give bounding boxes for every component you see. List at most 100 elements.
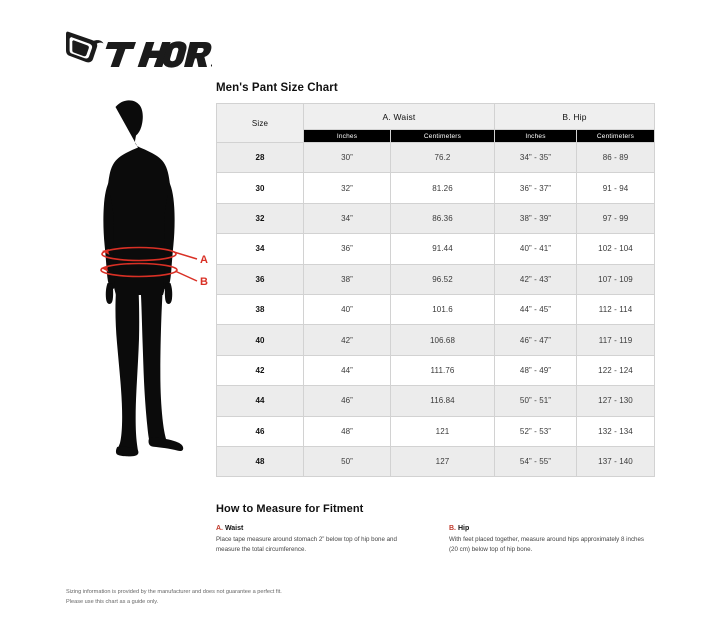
cell-waist_in: 30”	[303, 141, 391, 174]
cell-size: 28	[216, 141, 304, 174]
howto-waist-body: Place tape measure around stomach 2” bel…	[216, 536, 397, 553]
disclaimer-line-2: Please use this chart as a guide only.	[66, 598, 159, 605]
callout-arrowheads	[101, 249, 110, 272]
cell-waist_in: 44”	[303, 354, 391, 387]
cell-hip_cm: 122 - 124	[575, 354, 656, 387]
cell-waist_in: 38”	[303, 263, 391, 295]
table-body: 28 30” 76.2 34” - 35” 86 - 89 30 32” 81.26 36” -…	[216, 141, 656, 478]
cell-hip_cm: 97 - 99	[575, 202, 656, 235]
header-waist-inches: Inches	[303, 129, 391, 143]
howto-waist-heading: A. Waist	[216, 525, 421, 532]
header-group-waist: A. Waist	[303, 103, 495, 130]
howto-hip-body: With feet placed together, measure aroun…	[449, 536, 645, 553]
cell-hip_in: 34” - 35”	[494, 141, 577, 174]
howto-waist-mark: A.	[216, 525, 223, 532]
table-row: 34 36” 91.44 40” - 41” 102 - 104	[216, 233, 656, 265]
cell-hip_in: 36” - 37”	[494, 172, 577, 204]
male-silhouette-icon	[103, 100, 184, 457]
header-group-row: Size A. Waist B. Hip	[216, 103, 656, 143]
cell-hip_in: 48” - 49”	[494, 354, 577, 387]
howto-item-waist: A. Waist Place tape measure around stoma…	[216, 525, 421, 554]
thor-logo	[62, 28, 214, 76]
cell-size: 32	[216, 202, 304, 235]
how-to-measure-title: How to Measure for Fitment	[216, 503, 364, 515]
howto-hip-heading: B. Hip	[449, 525, 654, 532]
cell-waist_in: 48”	[303, 415, 391, 447]
thor-helmet-logo-icon	[66, 31, 214, 68]
cell-size: 36	[216, 263, 304, 295]
how-to-measure-section: How to Measure for Fitment A. Waist Plac…	[216, 503, 654, 554]
cell-waist_in: 32”	[303, 172, 391, 204]
size-chart-section: Men's Pant Size Chart Size A. Waist B. H…	[216, 82, 656, 478]
cell-hip_in: 44” - 45”	[494, 293, 577, 326]
header-hip-centimeters: Centimeters	[575, 129, 656, 143]
cell-hip_cm: 102 - 104	[575, 233, 656, 265]
hip-callout-b	[100, 262, 178, 278]
cell-hip_in: 54” - 55”	[494, 445, 577, 478]
table-row: 44 46” 116.84 50” - 51” 127 - 130	[216, 385, 656, 417]
cell-waist_cm: 91.44	[390, 233, 495, 265]
cell-hip_in: 46” - 47”	[494, 324, 577, 356]
header-waist-centimeters: Centimeters	[390, 129, 495, 143]
cell-waist_in: 50”	[303, 445, 391, 478]
table-row: 48 50” 127 54” - 55” 137 - 140	[216, 445, 656, 478]
cell-waist_cm: 76.2	[390, 141, 495, 174]
cell-hip_cm: 132 - 134	[575, 415, 656, 447]
cell-waist_in: 46”	[303, 385, 391, 417]
cell-waist_cm: 106.68	[390, 324, 495, 356]
cell-hip_cm: 127 - 130	[575, 385, 656, 417]
disclaimer: Sizing information is provided by the ma…	[66, 588, 282, 607]
cell-waist_cm: 116.84	[390, 385, 495, 417]
cell-hip_in: 38” - 39”	[494, 202, 577, 235]
table-row: 36 38” 96.52 42” - 43” 107 - 109	[216, 263, 656, 295]
callout-label-b: B	[200, 276, 208, 288]
callout-leader-lines	[173, 251, 198, 282]
cell-hip_in: 42” - 43”	[494, 263, 577, 295]
cell-size: 34	[216, 233, 304, 265]
cell-hip_cm: 107 - 109	[575, 263, 656, 295]
cell-waist_in: 36”	[303, 233, 391, 265]
cell-waist_cm: 127	[390, 445, 495, 478]
body-silhouette-figure: A B	[60, 95, 220, 485]
header-size: Size	[216, 103, 304, 143]
table-row: 32 34” 86.36 38” - 39” 97 - 99	[216, 202, 656, 235]
cell-size: 38	[216, 293, 304, 326]
cell-hip_in: 40” - 41”	[494, 233, 577, 265]
waist-callout-a	[101, 246, 177, 262]
cell-size: 46	[216, 415, 304, 447]
howto-hip-name: Hip	[456, 525, 470, 532]
table-row: 30 32” 81.26 36” - 37” 91 - 94	[216, 172, 656, 204]
size-chart-table: Size A. Waist B. Hip Inches Centimeters …	[216, 103, 656, 478]
table-header: Size A. Waist B. Hip Inches Centimeters …	[216, 103, 656, 143]
cell-hip_cm: 137 - 140	[575, 445, 656, 478]
cell-waist_cm: 81.26	[390, 172, 495, 204]
cell-waist_cm: 86.36	[390, 202, 495, 235]
cell-size: 48	[216, 445, 304, 478]
cell-hip_cm: 117 - 119	[575, 324, 656, 356]
cell-hip_cm: 91 - 94	[575, 172, 656, 204]
table-row: 46 48” 121 52” - 53” 132 - 134	[216, 415, 656, 447]
cell-size: 30	[216, 172, 304, 204]
cell-hip_in: 52” - 53”	[494, 415, 577, 447]
callout-label-a: A	[200, 254, 208, 266]
table-row: 42 44” 111.76 48” - 49” 122 - 124	[216, 354, 656, 387]
header-group-hip: B. Hip	[493, 103, 656, 130]
cell-waist_cm: 111.76	[390, 354, 495, 387]
cell-size: 42	[216, 354, 304, 387]
cell-hip_cm: 86 - 89	[575, 141, 656, 174]
howto-hip-mark: B.	[449, 525, 456, 532]
howto-item-hip: B. Hip With feet placed together, measur…	[449, 525, 654, 554]
cell-waist_in: 42”	[303, 324, 391, 356]
cell-waist_in: 34”	[303, 202, 391, 235]
cell-waist_in: 40”	[303, 293, 391, 326]
page-title: Men's Pant Size Chart	[216, 82, 338, 94]
disclaimer-line-1: Sizing information is provided by the ma…	[66, 589, 282, 595]
cell-waist_cm: 96.52	[390, 263, 495, 295]
header-hip-inches: Inches	[494, 129, 577, 143]
cell-size: 44	[216, 385, 304, 417]
cell-waist_cm: 101.6	[390, 293, 495, 326]
cell-waist_cm: 121	[390, 415, 495, 447]
table-row: 28 30” 76.2 34” - 35” 86 - 89	[216, 141, 656, 174]
cell-hip_in: 50” - 51”	[494, 385, 577, 417]
